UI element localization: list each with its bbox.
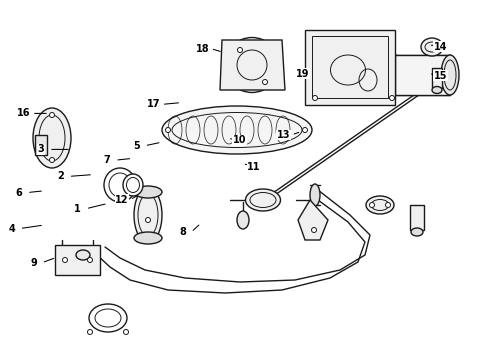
Circle shape (312, 228, 317, 233)
Bar (410, 205, 424, 230)
Text: 6: 6 (16, 188, 23, 198)
Text: 9: 9 (30, 258, 37, 268)
Ellipse shape (104, 168, 136, 202)
Ellipse shape (386, 55, 404, 95)
Circle shape (386, 202, 391, 207)
Circle shape (238, 48, 243, 53)
Bar (395, 55, 450, 95)
Circle shape (313, 95, 318, 100)
Ellipse shape (421, 38, 443, 56)
Text: 12: 12 (115, 195, 128, 205)
Ellipse shape (123, 174, 143, 196)
Ellipse shape (441, 55, 459, 95)
Circle shape (441, 45, 446, 49)
Text: 10: 10 (233, 135, 246, 145)
Ellipse shape (89, 304, 127, 332)
Ellipse shape (245, 189, 280, 211)
Ellipse shape (33, 108, 71, 168)
Circle shape (123, 329, 128, 334)
Text: 5: 5 (133, 141, 140, 151)
Circle shape (63, 257, 68, 262)
Text: 16: 16 (17, 108, 30, 118)
Text: 8: 8 (180, 227, 187, 237)
Circle shape (302, 127, 308, 132)
Ellipse shape (134, 186, 162, 198)
Bar (395, 55, 450, 95)
Ellipse shape (134, 188, 162, 243)
Text: 15: 15 (434, 71, 447, 81)
Ellipse shape (224, 37, 279, 93)
Polygon shape (298, 200, 328, 240)
Ellipse shape (162, 106, 312, 154)
Ellipse shape (237, 211, 249, 229)
Ellipse shape (366, 196, 394, 214)
Ellipse shape (76, 250, 90, 260)
Text: 13: 13 (277, 130, 290, 140)
Bar (432, 68, 442, 88)
Bar (305, 30, 395, 105)
Ellipse shape (134, 232, 162, 244)
Circle shape (263, 80, 268, 85)
Circle shape (369, 202, 374, 207)
Bar (312, 36, 388, 98)
Circle shape (49, 158, 54, 162)
Text: 2: 2 (57, 171, 64, 181)
Bar (55, 245, 100, 275)
Text: 3: 3 (38, 144, 45, 154)
Circle shape (88, 329, 93, 334)
Bar (35, 135, 47, 155)
Text: 17: 17 (147, 99, 160, 109)
Polygon shape (220, 40, 285, 90)
Text: 7: 7 (104, 155, 111, 165)
Circle shape (166, 127, 171, 132)
Text: 19: 19 (296, 69, 310, 79)
Text: 4: 4 (8, 224, 15, 234)
Ellipse shape (310, 184, 320, 206)
Circle shape (390, 95, 394, 100)
Ellipse shape (411, 228, 423, 236)
Text: 18: 18 (196, 44, 210, 54)
Ellipse shape (432, 86, 442, 94)
Circle shape (49, 112, 54, 117)
Text: 11: 11 (247, 162, 261, 172)
Circle shape (146, 217, 150, 222)
Text: 1: 1 (74, 204, 81, 214)
Text: 14: 14 (434, 42, 447, 52)
Circle shape (88, 257, 93, 262)
